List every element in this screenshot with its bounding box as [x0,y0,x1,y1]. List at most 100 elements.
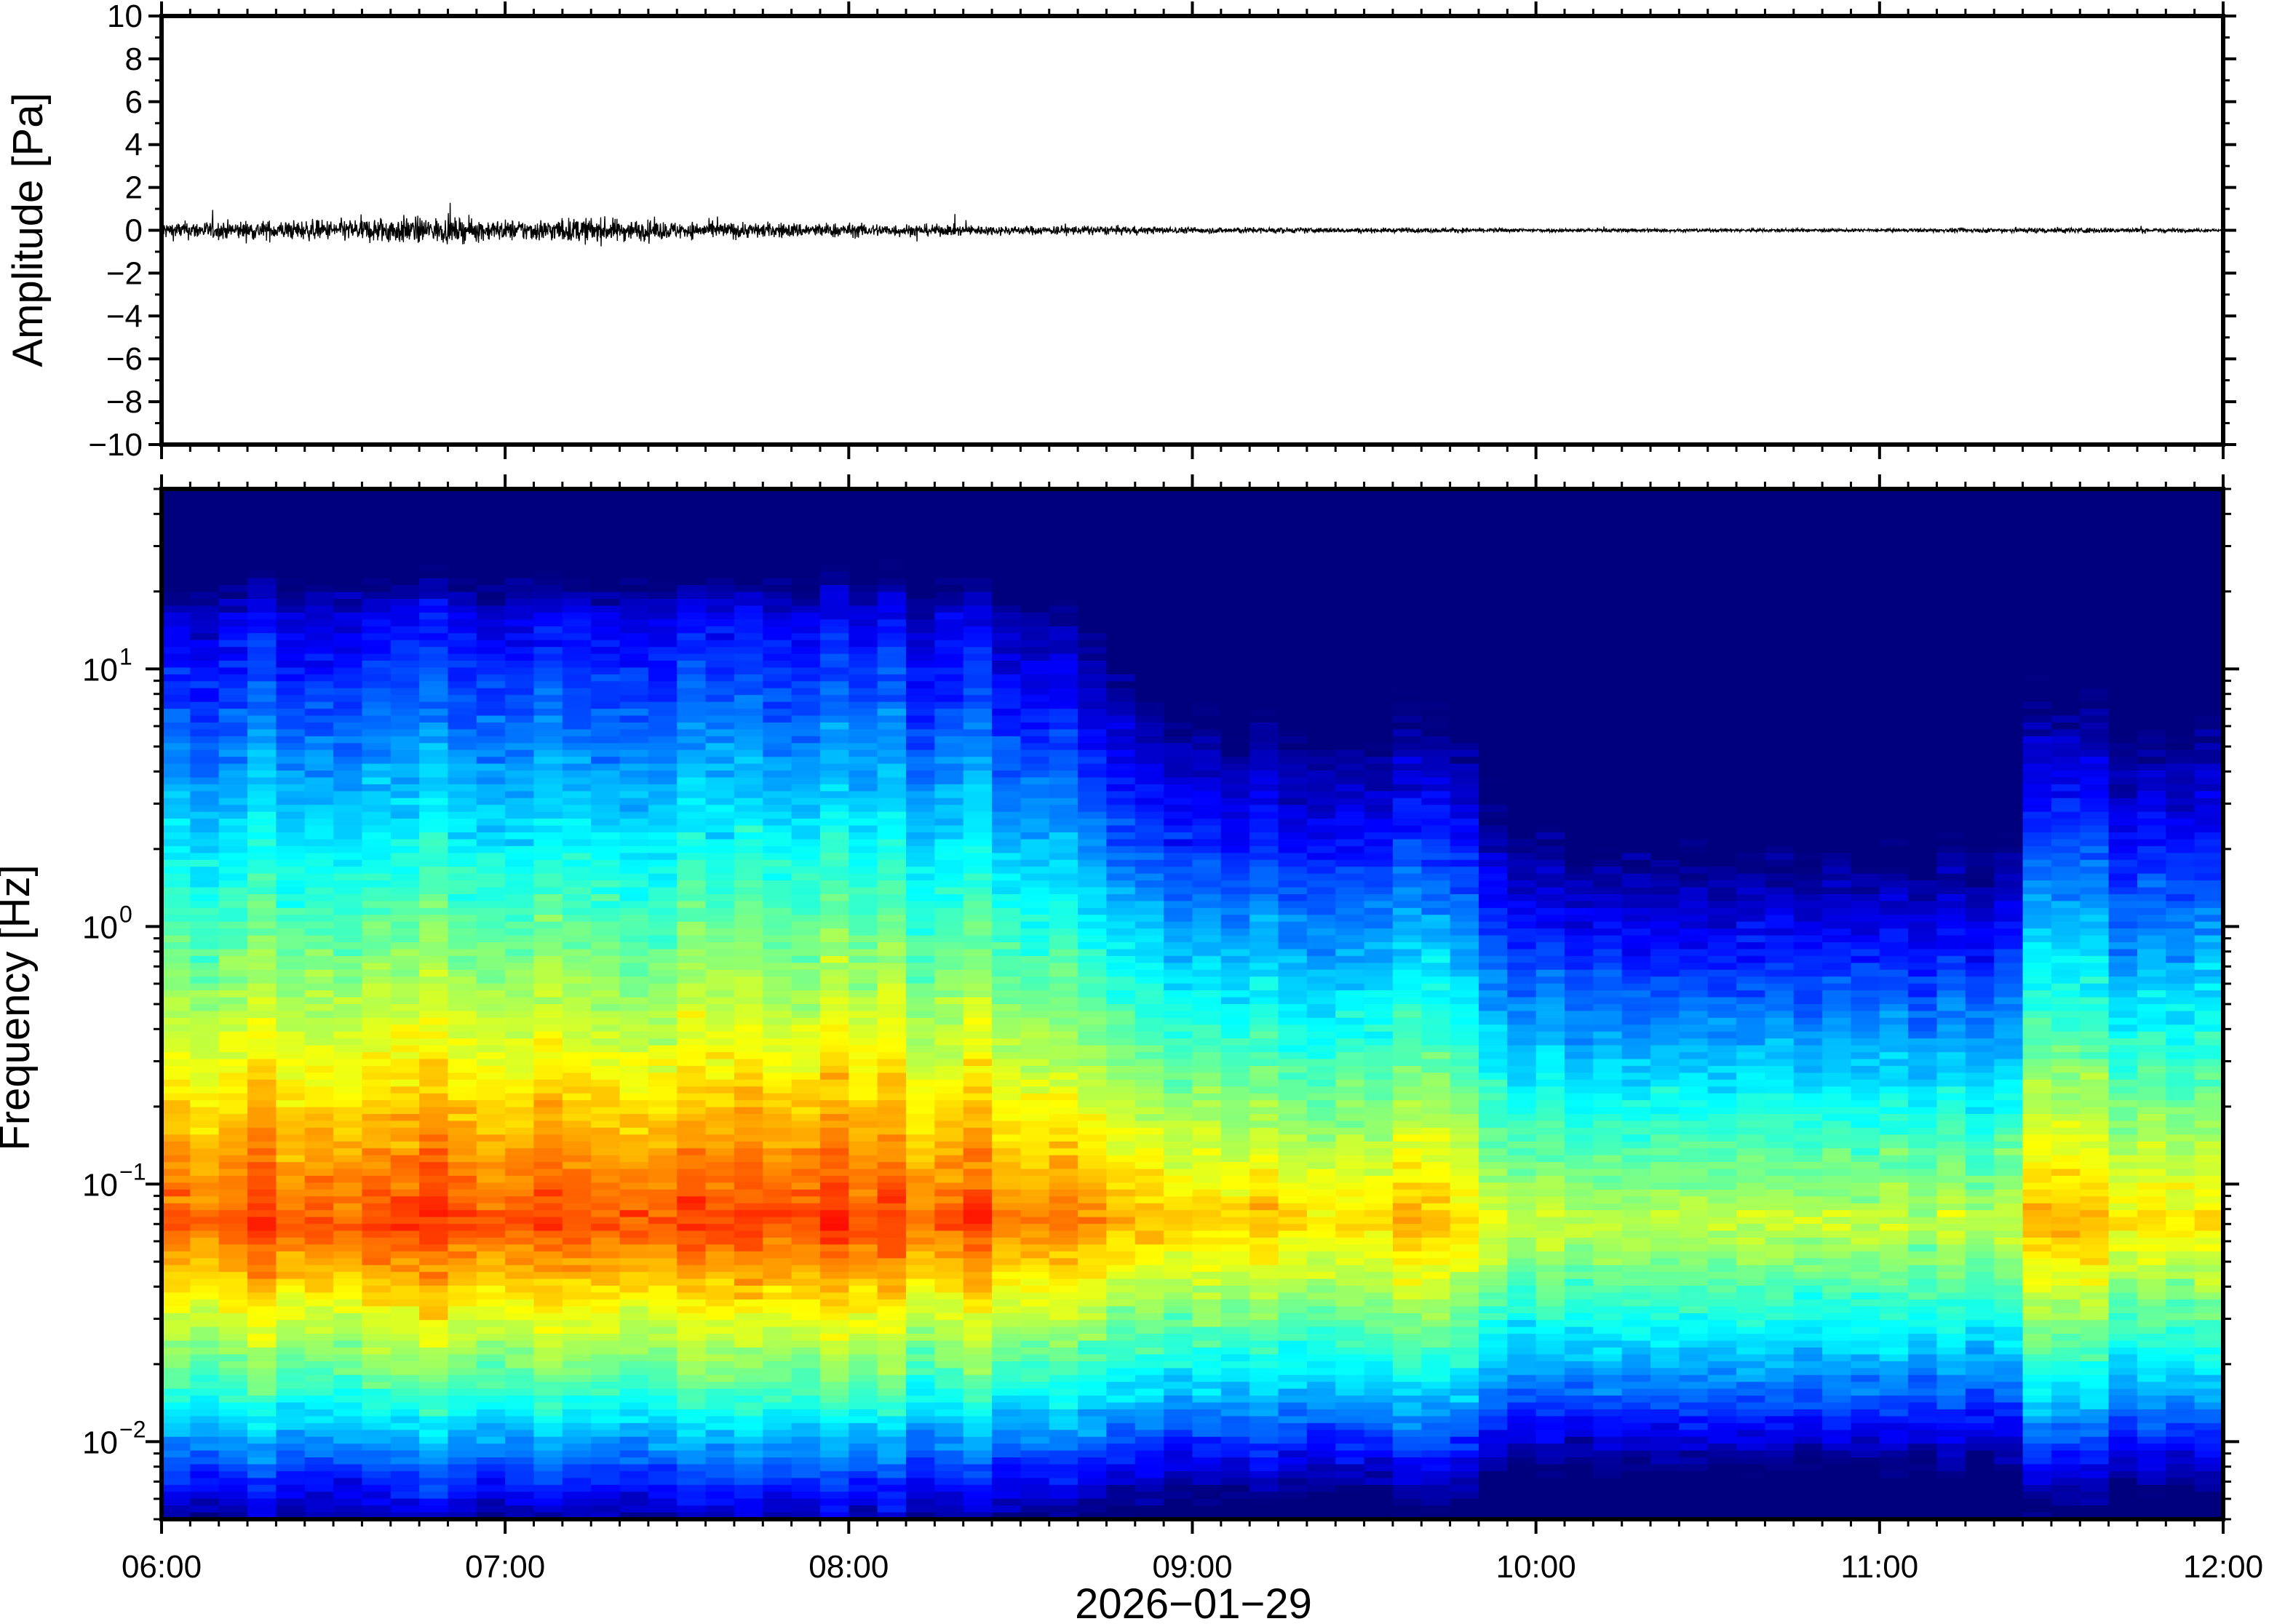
spectrogram-cell [591,667,621,675]
spectrogram-cell [963,1265,993,1273]
spectrogram-cell [877,695,907,703]
spectrogram-cell [849,674,878,682]
spectrogram-cell [333,1148,363,1156]
spectrogram-cell [533,715,563,723]
spectrogram-cell [1049,969,1078,978]
spectrogram-cell [992,845,1022,854]
spectrogram-cell [763,1409,792,1417]
spectrogram-cell [333,1237,363,1246]
spectrogram-cell [419,1017,449,1026]
spectrogram-cell [705,530,735,538]
spectrogram-cell [1049,949,1078,957]
spectrogram-cell [906,976,936,984]
spectrogram-cell [1049,1416,1078,1424]
spectrogram-cell [190,1017,220,1026]
spectrogram-cell [304,1374,334,1382]
spectrogram-cell [992,757,1022,765]
spectrogram-cell [505,653,535,661]
spectrogram-cell [705,990,735,998]
amplitude-y-tick-label: −10 [88,427,143,463]
spectrogram-cell [533,653,563,661]
spectrogram-cell [992,867,1022,875]
spectrogram-cell [1049,1127,1078,1136]
spectrogram-cell [734,1498,764,1506]
spectrogram-cell [304,695,334,703]
spectrogram-cell [877,784,907,792]
spectrogram-cell [505,1134,535,1142]
spectrogram-cell [906,1278,936,1286]
spectrogram-cell [705,1320,735,1328]
spectrogram-cell [963,921,993,929]
spectrogram-cell [591,571,621,579]
spectrogram-cell [419,674,449,682]
spectrogram-cell [591,1134,621,1142]
spectrogram-cell [419,626,449,634]
spectrogram-cell [533,983,563,991]
spectrogram-cell [734,1292,764,1300]
spectrogram-cell [791,1444,821,1452]
spectrogram-cell [934,1402,964,1410]
spectrogram-cell [505,661,535,669]
spectrogram-cell [619,709,649,717]
spectrogram-cell [419,867,449,875]
spectrogram-cell [505,1052,535,1060]
spectrogram-cell [276,1478,306,1486]
spectrogram-cell [963,1444,993,1452]
spectrogram-cell [648,915,678,923]
spectrogram-cell [190,1409,220,1417]
spectrogram-cell [533,1278,563,1286]
spectrogram-cell [562,1121,592,1129]
spectrogram-cell [562,1148,592,1156]
spectrogram-cell [448,1478,477,1486]
spectrogram-cell [218,667,248,675]
spectrogram-cell [1020,990,1050,998]
spectrogram-cell [849,1127,878,1136]
spectrogram-cell [877,1148,907,1156]
spectrogram-cell [276,578,306,586]
spectrogram-cell [562,1162,592,1170]
spectrogram-cell [1049,1409,1078,1417]
spectrogram-cell [304,811,334,819]
spectrogram-cell [591,537,621,545]
spectrogram-cell [849,791,878,799]
spectrogram-cell [677,1230,707,1238]
spectrogram-cell [190,1306,220,1314]
spectrogram-cell [362,1416,392,1424]
spectrogram-cell [448,1374,477,1382]
spectrogram-cell [190,1334,220,1342]
spectrogram-cell [276,1320,306,1328]
spectrogram-cell [705,633,735,641]
spectrogram-cell [819,495,850,503]
spectrogram-cell [162,612,191,621]
spectrogram-cell [734,1093,764,1101]
spectrogram-cell [734,1024,764,1032]
spectrogram-cell [419,502,449,511]
spectrogram-cell [362,1444,392,1452]
spectrogram-cell [648,1251,678,1259]
spectrogram-cell [877,1388,907,1396]
spectrogram-cell [505,976,535,984]
spectrogram-cell [362,736,392,744]
spectrogram-cell [276,516,306,524]
spectrogram-cell [591,605,621,613]
spectrogram-cell [304,1203,334,1211]
spectrogram-cell [533,619,563,627]
spectrogram-cell [877,653,907,661]
spectrogram-cell [963,1224,993,1232]
spectrogram-cell [162,1217,191,1225]
spectrogram-cell [648,1450,678,1458]
spectrogram-cell [533,1189,563,1198]
spectrogram-cell [963,1402,993,1410]
spectrogram-cell [562,537,592,545]
spectrogram-cell [304,1189,334,1198]
spectrogram-cell [505,1059,535,1067]
spectrogram-cell [992,1374,1022,1382]
spectrogram-cell [190,1155,220,1163]
spectrogram-cell [763,1470,792,1479]
spectrogram-cell [390,1017,420,1026]
spectrogram-cell [218,592,248,600]
spectrogram-cell [333,729,363,737]
spectrogram-cell [362,1292,392,1300]
spectrogram-cell [247,1072,277,1080]
spectrogram-cell [877,571,907,579]
